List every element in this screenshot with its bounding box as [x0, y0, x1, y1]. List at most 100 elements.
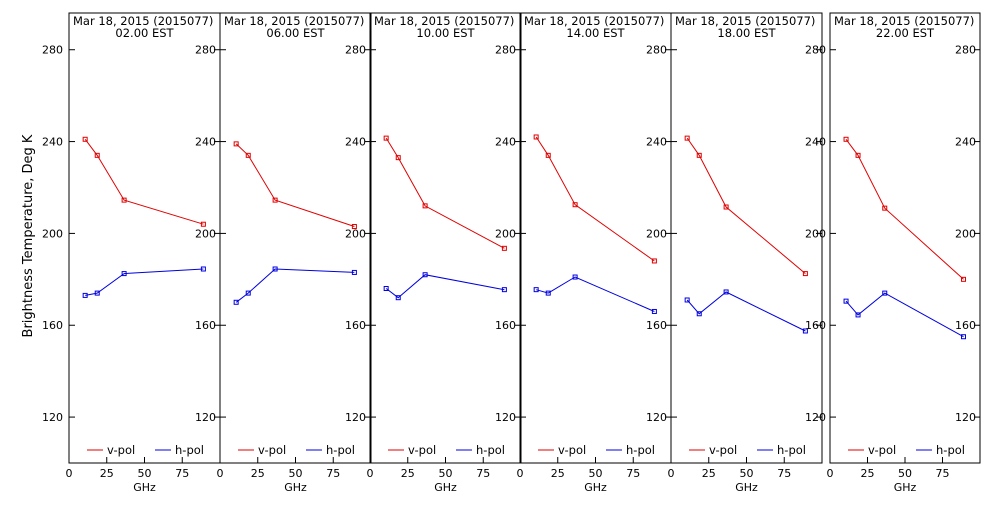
series-line-v-pol [845, 139, 964, 280]
x-tick-label: 0 [668, 467, 675, 480]
y-tick-label: 160 [805, 319, 826, 332]
panel-subtitle: 10.00 EST [416, 26, 475, 40]
x-tick-label: 75 [626, 467, 640, 480]
series-line-h-pol [845, 292, 964, 338]
data-point-h-pol [121, 271, 127, 277]
data-point-v-pol [351, 224, 357, 230]
y-tick-label: 240 [646, 136, 667, 149]
y-tick-label: 200 [805, 227, 826, 240]
y-tick-label: 280 [646, 44, 667, 57]
x-tick-label: 25 [551, 467, 565, 480]
data-point-h-pol [545, 290, 551, 296]
data-point-v-pol [572, 202, 578, 208]
panel-4: Mar 18, 2015 (2015077)14.00 EST 120 160 200… [495, 12, 672, 494]
legend-label-h-pol: h-pol [175, 443, 204, 457]
data-point-v-pol [501, 245, 507, 251]
y-tick-label: 160 [345, 319, 366, 332]
x-tick-label: 50 [898, 467, 912, 480]
legend-label-h-pol: h-pol [326, 443, 355, 457]
x-axis-label: GHz [284, 481, 307, 494]
x-tick-label: 50 [439, 467, 453, 480]
y-tick-label: 120 [805, 411, 826, 424]
y-tick-label: 280 [495, 44, 516, 57]
legend-label-v-pol: v-pol [558, 443, 586, 457]
legend-label-v-pol: v-pol [709, 443, 737, 457]
x-tick-label: 0 [66, 467, 73, 480]
y-tick-label: 200 [646, 227, 667, 240]
x-tick-label: 75 [936, 467, 950, 480]
data-point-v-pol [82, 136, 88, 142]
panel-title: Mar 18, 2015 (2015077) [524, 14, 664, 28]
y-tick-label: 240 [345, 136, 366, 149]
y-tick-label: 200 [495, 227, 516, 240]
x-tick-label: 25 [401, 467, 415, 480]
data-point-h-pol [395, 295, 401, 301]
y-tick-label: 160 [42, 319, 63, 332]
series-line-v-pol [686, 137, 806, 274]
y-tick-label: 200 [42, 227, 63, 240]
data-point-h-pol [572, 274, 578, 280]
x-tick-label: 50 [138, 467, 152, 480]
data-point-v-pol [696, 152, 702, 158]
series-line-h-pol [85, 268, 204, 296]
data-point-h-pol [802, 328, 808, 334]
data-point-v-pol [422, 203, 428, 209]
series-line-v-pol [385, 137, 505, 249]
y-tick-label: 160 [495, 319, 516, 332]
data-point-h-pol [961, 334, 966, 340]
y-tick-label: 200 [345, 227, 366, 240]
y-tick-label: 120 [495, 411, 516, 424]
x-tick-label: 75 [777, 467, 791, 480]
legend-label-v-pol: v-pol [408, 443, 436, 457]
series-line-h-pol [536, 276, 655, 312]
data-point-v-pol [723, 204, 729, 210]
panels: Mar 18, 2015 (2015077)02.00 EST120160200… [42, 12, 981, 494]
y-tick-label: 280 [345, 44, 366, 57]
x-tick-label: 50 [740, 467, 754, 480]
legend-label-h-pol: h-pol [476, 443, 505, 457]
data-point-v-pol [684, 135, 690, 141]
panel-3: Mar 18, 2015 (2015077)10.00 EST 120 160 200… [345, 12, 522, 494]
data-point-h-pol [501, 287, 507, 293]
series-line-v-pol [84, 139, 204, 225]
panel-2: Mar 18, 2015 (2015077)06.00 EST 120 160 200… [195, 12, 372, 494]
panel-6: Mar 18, 2015 (2015077)22.00 EST 120 160 200… [805, 12, 981, 494]
y-axis-label: Brightness Temperature, Deg K [21, 134, 36, 337]
data-point-h-pol [200, 266, 206, 272]
y-tick-label: 120 [646, 411, 667, 424]
x-tick-label: 50 [289, 467, 303, 480]
data-point-v-pol [545, 152, 551, 158]
legend-label-v-pol: v-pol [868, 443, 896, 457]
series-line-h-pol [385, 274, 505, 299]
data-point-v-pol [843, 136, 849, 142]
legend-label-v-pol: v-pol [258, 443, 286, 457]
x-tick-label: 0 [217, 467, 224, 480]
series-line-h-pol [686, 291, 806, 332]
x-tick-label: 0 [367, 467, 374, 480]
x-tick-label: 50 [589, 467, 603, 480]
data-point-h-pol [684, 297, 690, 303]
series-line-h-pol [235, 268, 355, 303]
panel-5: Mar 18, 2015 (2015077)18.00 EST 120 160 200… [646, 12, 823, 494]
x-axis-label: GHz [735, 481, 758, 494]
data-point-h-pol [533, 287, 539, 293]
data-point-v-pol [395, 155, 401, 161]
panel-subtitle: 14.00 EST [566, 26, 625, 40]
data-point-v-pol [94, 152, 100, 158]
data-point-h-pol [82, 292, 88, 298]
panel-subtitle: 18.00 EST [717, 26, 776, 40]
panel-title: Mar 18, 2015 (2015077) [675, 14, 815, 28]
x-axis-label: GHz [894, 481, 917, 494]
data-point-h-pol [723, 289, 729, 295]
data-point-v-pol [245, 152, 251, 158]
data-point-h-pol [94, 290, 100, 296]
legend-label-h-pol: h-pol [777, 443, 806, 457]
panel-subtitle: 22.00 EST [876, 26, 935, 40]
data-point-v-pol [233, 141, 239, 147]
data-point-h-pol [882, 290, 888, 296]
legend-label-h-pol: h-pol [626, 443, 655, 457]
panel-title: Mar 18, 2015 (2015077) [224, 14, 364, 28]
y-tick-label: 240 [495, 136, 516, 149]
y-tick-label: 120 [345, 411, 366, 424]
